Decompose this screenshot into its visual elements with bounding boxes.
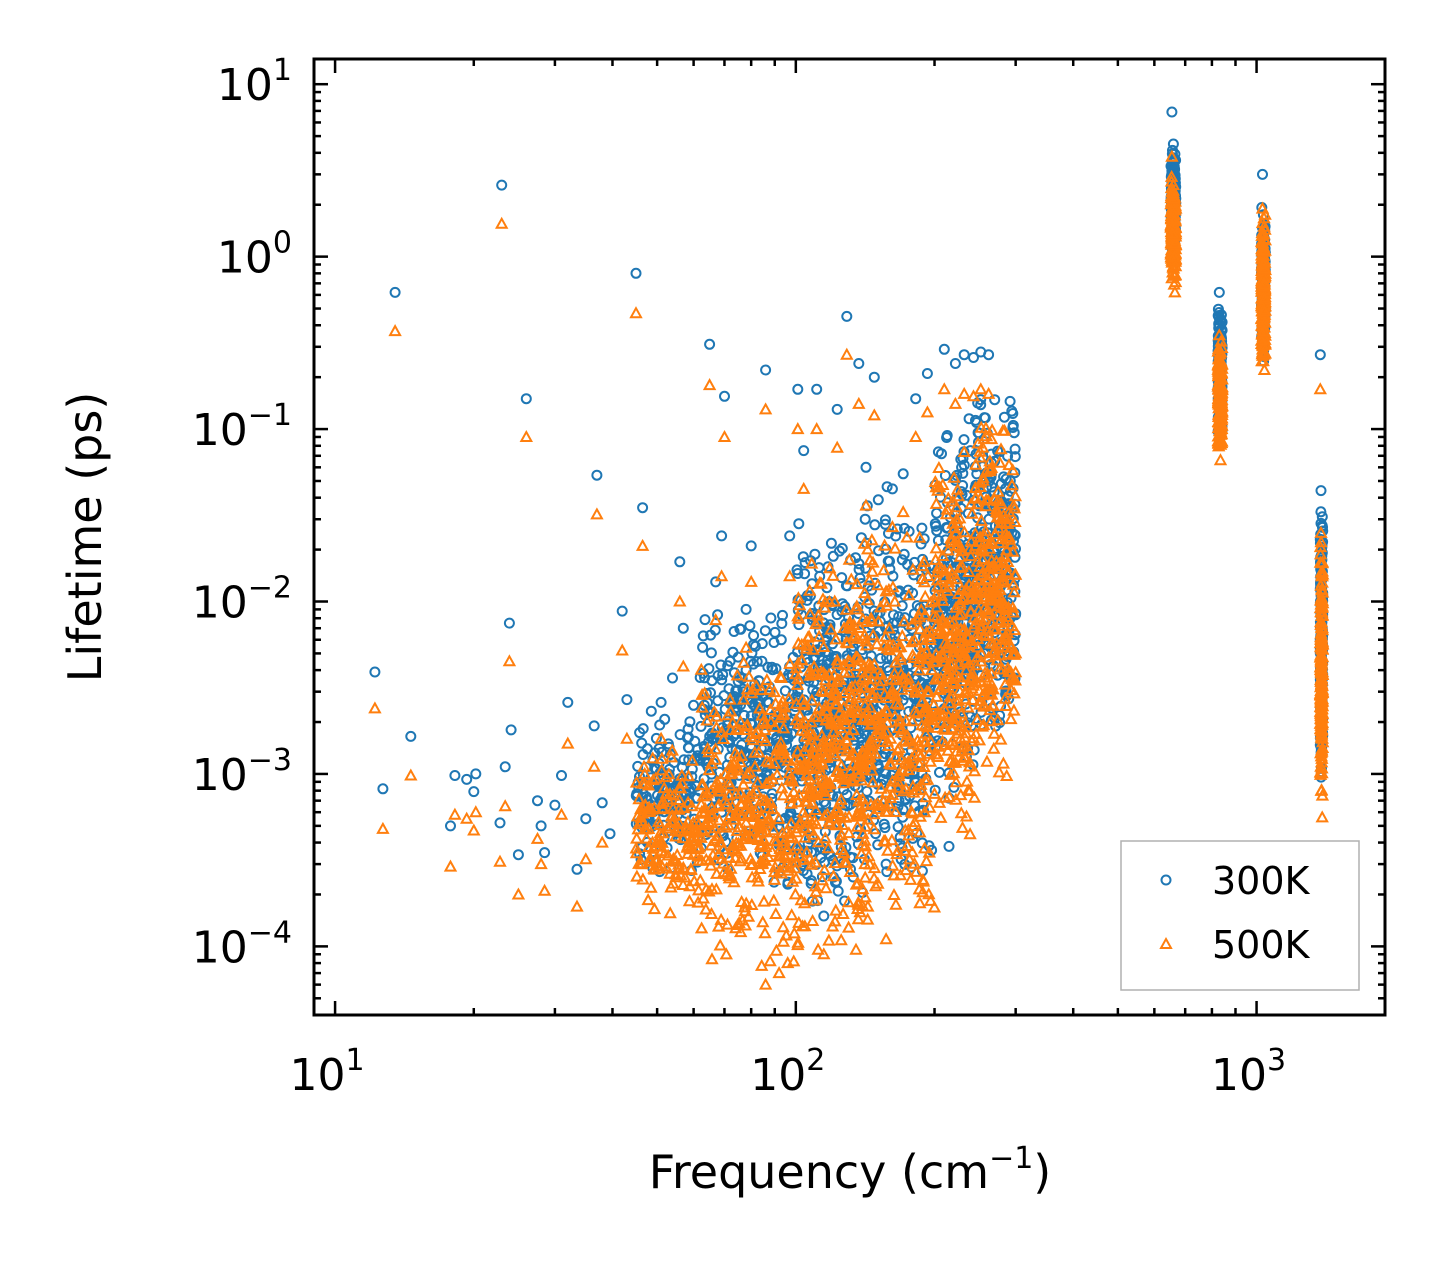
point-300k <box>636 737 648 749</box>
point-300k <box>793 518 805 530</box>
point-300k <box>917 553 928 565</box>
point-300k <box>683 742 695 754</box>
point-300k <box>769 626 781 638</box>
point-300k <box>715 659 727 671</box>
point-300k <box>735 623 747 635</box>
point-300k <box>662 738 674 750</box>
point-300k <box>873 545 885 557</box>
point-300k <box>916 522 928 534</box>
point-300k <box>730 685 742 697</box>
point-300k <box>740 664 752 676</box>
point-300k <box>765 612 777 624</box>
point-300k <box>641 743 653 755</box>
point-300k <box>728 626 740 637</box>
point-300k <box>862 580 874 592</box>
point-300k <box>678 754 690 766</box>
point-300k <box>689 735 701 747</box>
point-300k <box>732 651 744 663</box>
point-300k <box>749 640 761 652</box>
point-300k <box>902 660 914 672</box>
point-300k <box>858 728 870 740</box>
point-300k <box>653 743 665 754</box>
point-300k <box>634 727 646 739</box>
data-points <box>368 106 1330 990</box>
point-300k <box>704 730 716 742</box>
point-300k <box>898 548 910 560</box>
point-300k <box>659 713 671 725</box>
point-300k <box>891 523 903 535</box>
point-300k <box>664 774 676 786</box>
point-300k <box>881 866 893 878</box>
point-300k <box>827 550 839 562</box>
point-300k <box>705 629 717 641</box>
point-300k <box>875 652 887 664</box>
point-300k <box>836 542 848 554</box>
point-300k <box>738 709 750 721</box>
point-300k <box>824 622 836 634</box>
point-300k <box>697 630 709 642</box>
point-300k <box>841 789 853 801</box>
point-300k <box>813 647 824 658</box>
point-300k <box>809 548 821 560</box>
point-300k <box>840 580 852 592</box>
point-300k <box>645 705 657 717</box>
point-300k <box>825 537 837 549</box>
point-300k <box>747 658 759 670</box>
point-300k <box>716 674 728 686</box>
point-300k <box>830 877 841 888</box>
point-300k <box>797 551 809 563</box>
point-300k <box>761 696 773 708</box>
point-300k <box>869 519 881 531</box>
point-300k <box>879 514 891 526</box>
point-300k <box>695 720 707 732</box>
point-300k <box>699 614 711 626</box>
point-300k <box>744 620 756 632</box>
point-300k <box>792 568 804 579</box>
point-300k <box>892 821 904 833</box>
point-300k <box>717 669 729 681</box>
point-300k <box>792 685 804 697</box>
point-300k <box>879 518 891 530</box>
point-300k <box>776 618 788 629</box>
point-300k <box>918 533 930 545</box>
point-300k <box>780 730 792 742</box>
point-300k <box>881 481 893 493</box>
point-300k <box>705 647 717 659</box>
point-300k <box>859 513 871 525</box>
point-300k <box>799 568 811 580</box>
point-300k <box>684 716 696 728</box>
point-300k <box>766 661 778 673</box>
point-300k <box>879 822 891 834</box>
point-300k <box>697 641 709 653</box>
point-300k <box>816 871 828 883</box>
point-300k <box>884 555 895 567</box>
point-300k <box>908 569 920 581</box>
point-300k <box>872 494 884 506</box>
